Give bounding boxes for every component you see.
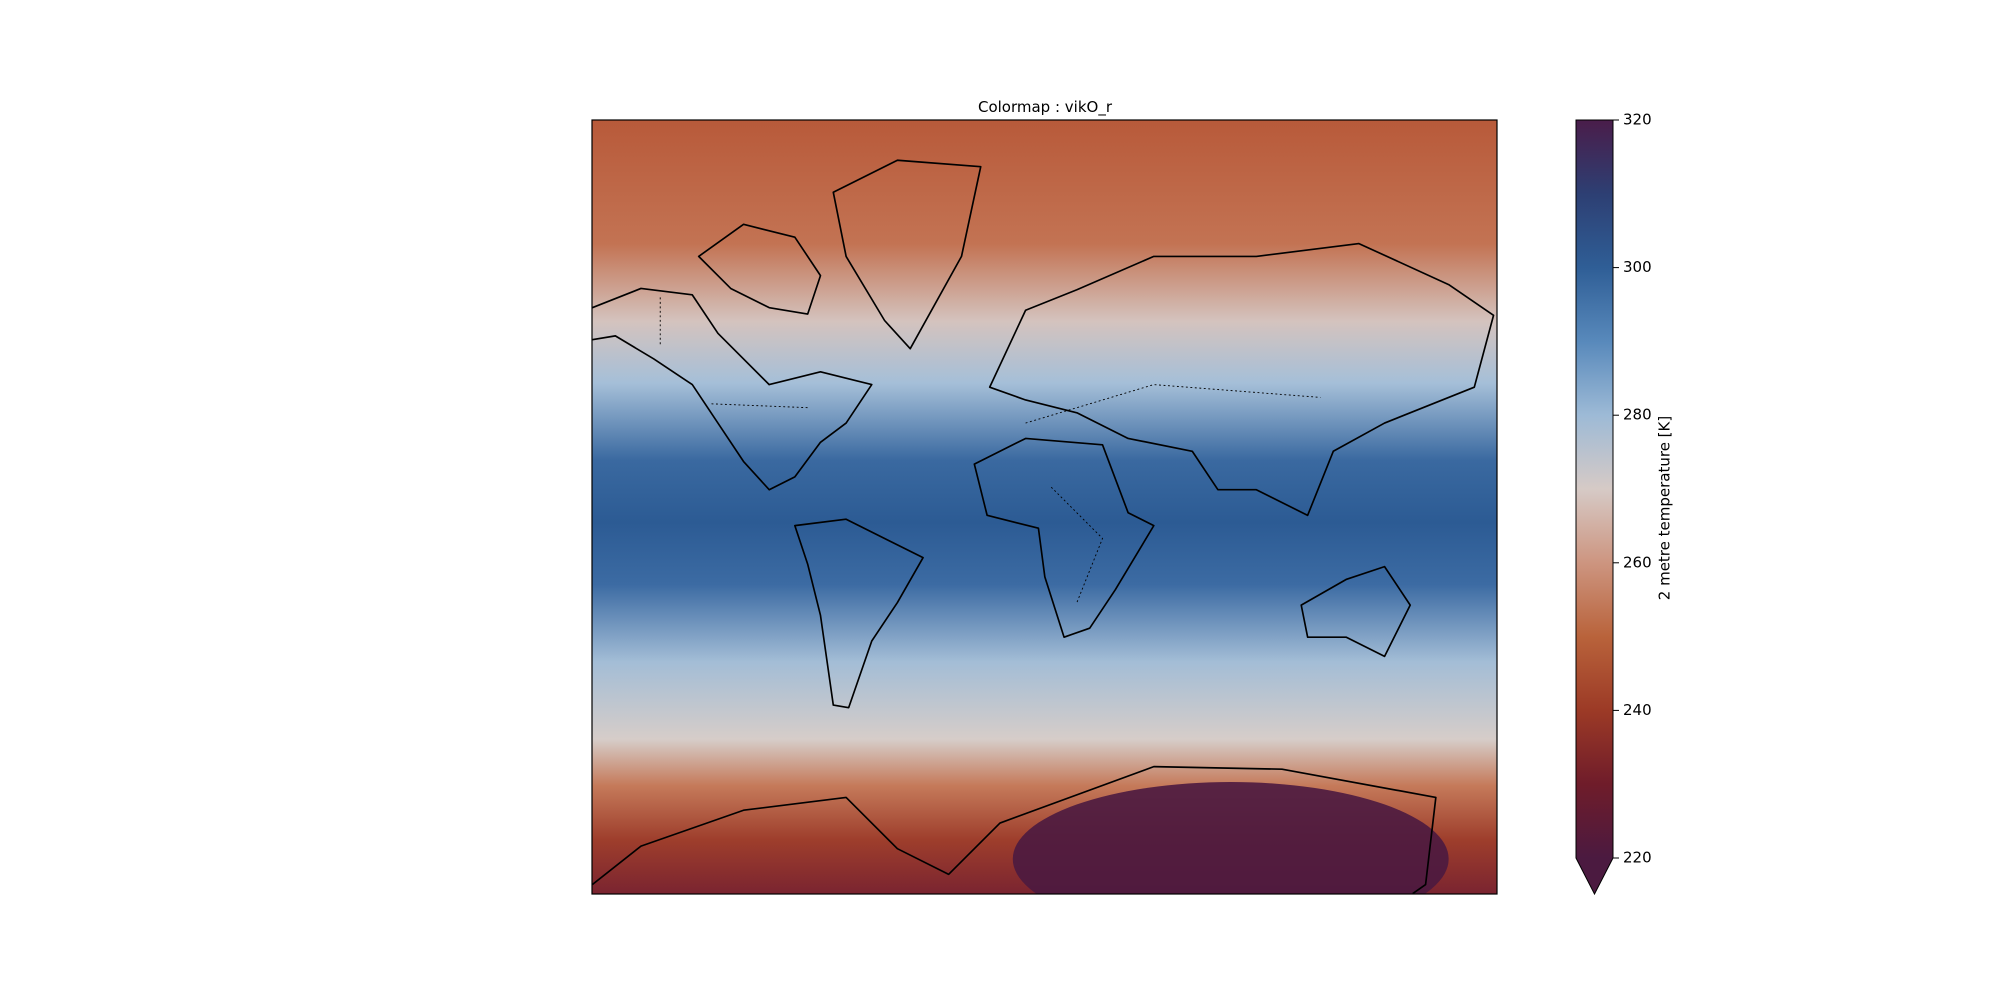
arctic-islands <box>697 223 822 315</box>
north-america <box>592 287 873 491</box>
cold-region <box>1012 782 1449 894</box>
temperature-field <box>592 120 1497 894</box>
tick-label: 240 <box>1623 701 1652 719</box>
map <box>592 120 1497 894</box>
coastlines <box>592 159 1495 894</box>
colorbar-extension <box>1576 858 1613 894</box>
tick-label: 320 <box>1623 111 1652 129</box>
map-frame <box>591 119 1498 895</box>
colorbar-label: 2 metre temperature [K] <box>1656 416 1674 600</box>
colorbar-gradient <box>1576 120 1613 858</box>
eurasia <box>988 242 1495 517</box>
greenland <box>832 159 982 350</box>
south-america <box>794 518 924 709</box>
africa <box>973 437 1155 638</box>
title: Colormap : vikO_r <box>978 98 1113 117</box>
tick-label: 300 <box>1623 258 1652 276</box>
australia <box>1300 565 1412 658</box>
tick-label: 260 <box>1623 553 1652 571</box>
colorbar-outline <box>1575 119 1614 896</box>
borders <box>659 297 1321 603</box>
tick-label: 220 <box>1623 849 1652 867</box>
antarctica <box>592 765 1437 894</box>
tick-label: 280 <box>1623 406 1652 424</box>
colorbar: 220 240 260 280 300 320 <box>1575 111 1652 896</box>
